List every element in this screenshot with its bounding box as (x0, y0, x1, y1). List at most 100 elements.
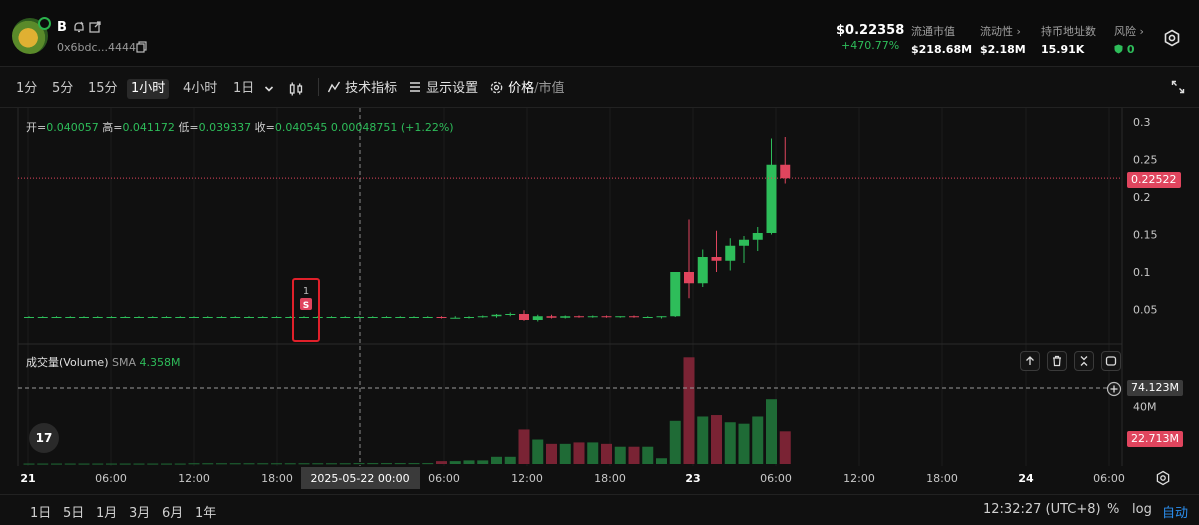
volume-bar (188, 463, 200, 465)
price-axis[interactable]: 0.3 0.25 0.2 0.15 0.1 0.05 40M (1133, 116, 1158, 413)
chart-toolbar: 1分 5分 15分 1小时 4小时 1日 技术指标 显示设置 (0, 72, 1199, 104)
clock[interactable]: 12:32:27 (UTC+8) (983, 502, 1101, 517)
metric-liquidity[interactable]: 流动性 › $2.18M (980, 23, 1026, 56)
gear-icon (490, 81, 503, 94)
indicators-button[interactable]: 技术指标 (327, 79, 397, 99)
delete-pane-button[interactable] (1047, 351, 1067, 371)
candle-body (670, 272, 681, 317)
last-volume-tag: 22.713M (1127, 431, 1183, 447)
volume-bar (766, 399, 777, 464)
maximize-pane-button[interactable] (1101, 351, 1121, 371)
open-label: 开= (26, 121, 47, 134)
candlestick-chart[interactable]: 0.3 0.25 0.2 0.15 0.1 0.05 40M 21 06:00 12:00 18:… (0, 108, 1199, 491)
display-settings-label: 显示设置 (426, 81, 479, 96)
chevron-down-icon[interactable] (264, 84, 274, 94)
auto-scale-button[interactable]: 自动 (1162, 506, 1189, 521)
time-axis[interactable]: 21 06:00 12:00 18:00 06:00 12:00 18:00 23 06:00 1… (20, 467, 1125, 489)
copy-icon[interactable] (136, 41, 148, 53)
timeframe-15m[interactable]: 15分 (88, 81, 118, 96)
volume-bar (202, 463, 214, 465)
time-tick-label: 18:00 (926, 472, 958, 485)
volume-bar (229, 463, 241, 465)
price-option[interactable]: 价格 (508, 81, 535, 96)
volume-bar (642, 446, 654, 464)
volume-bar (601, 443, 612, 464)
timeframe-1d[interactable]: 1日 (233, 81, 255, 96)
add-plus-icon[interactable] (1106, 381, 1122, 397)
volume-bar (243, 463, 255, 465)
volume-bar (491, 456, 502, 464)
candle-body (381, 317, 392, 318)
volume-bar (216, 463, 227, 465)
range-1mo[interactable]: 1月 (96, 506, 118, 521)
layout-list-icon (410, 82, 420, 92)
price-mcap-toggle[interactable]: 价格/市值 (489, 79, 565, 99)
settings-gear-icon[interactable] (1163, 29, 1181, 47)
external-link-icon[interactable] (88, 20, 102, 34)
metric-label: 流通市值 (911, 25, 955, 38)
change-value: 0.00048751 (+1.22%) (330, 121, 454, 134)
candle-body (161, 317, 172, 318)
candle-body (244, 317, 254, 318)
marker-highlight-box (292, 278, 320, 342)
low-label: 低= (178, 121, 199, 134)
volume-bar (64, 463, 76, 465)
volume-bar (779, 431, 791, 464)
range-1y[interactable]: 1年 (195, 506, 217, 521)
move-pane-up-button[interactable] (1020, 351, 1040, 371)
volume-bar (147, 463, 159, 465)
time-tick-label: 23 (685, 472, 700, 485)
trade-marker[interactable]: 1S (292, 278, 320, 342)
volume-legend[interactable]: 成交量(Volume) SMA 4.358M (26, 354, 180, 370)
candle-body (422, 317, 433, 318)
candle-body (725, 245, 736, 261)
price-change: +470.77% (841, 39, 900, 52)
volume-bar (518, 429, 530, 464)
volume-bar (449, 461, 461, 464)
candle-type-icon[interactable] (288, 81, 304, 97)
market-cap-option[interactable]: 市值 (538, 81, 565, 96)
time-tick-label: 06:00 (1093, 472, 1125, 485)
alert-bell-icon[interactable] (72, 20, 86, 34)
token-name: B (57, 20, 67, 35)
timeframe-1h[interactable]: 1小时 (127, 79, 170, 99)
candle-body (450, 317, 461, 319)
volume-bar (408, 463, 420, 465)
tradingview-logo[interactable]: 17 (29, 423, 59, 453)
ohlc-legend: 开=0.040057 高=0.041172 低=0.039337 收=0.040… (26, 119, 454, 135)
candle-body (601, 316, 612, 318)
volume-bar (614, 446, 626, 464)
range-6mo[interactable]: 6月 (162, 506, 184, 521)
chart-area[interactable]: 0.3 0.25 0.2 0.15 0.1 0.05 40M 21 06:00 12:00 18:… (0, 107, 1199, 491)
metric-risk[interactable]: 风险 › 0 (1114, 23, 1144, 56)
candle-body (780, 164, 791, 179)
axis-settings-icon[interactable] (1155, 470, 1171, 486)
volume-bar (326, 463, 337, 465)
percent-scale-button[interactable]: % (1107, 502, 1120, 517)
metric-value: 0 (1114, 43, 1144, 56)
close-value: 0.040545 (274, 121, 328, 134)
candle-body (134, 317, 144, 318)
range-3mo[interactable]: 3月 (129, 506, 151, 521)
candles (24, 137, 791, 322)
price-tick-label: 0.25 (1133, 154, 1158, 167)
timeframe-5m[interactable]: 5分 (52, 81, 74, 96)
time-tick-label: 06:00 (95, 472, 127, 485)
log-scale-button[interactable]: log (1132, 502, 1152, 517)
display-settings-button[interactable]: 显示设置 (408, 79, 478, 99)
timeframe-1m[interactable]: 1分 (16, 81, 38, 96)
current-price: $0.22358 (836, 23, 905, 38)
volume-bar (106, 463, 117, 465)
range-5d[interactable]: 5日 (63, 506, 85, 521)
candle-body (519, 314, 529, 320)
timeframe-4h[interactable]: 4小时 (183, 81, 218, 96)
volume-bar (381, 463, 392, 465)
risk-count: 0 (1126, 43, 1135, 56)
collapse-pane-button[interactable] (1074, 351, 1094, 371)
fullscreen-icon[interactable] (1171, 80, 1185, 94)
volume-bar (23, 463, 35, 465)
range-1d[interactable]: 1日 (30, 506, 52, 521)
price-tick-label: 0.1 (1133, 266, 1151, 279)
candle-body (642, 317, 653, 318)
